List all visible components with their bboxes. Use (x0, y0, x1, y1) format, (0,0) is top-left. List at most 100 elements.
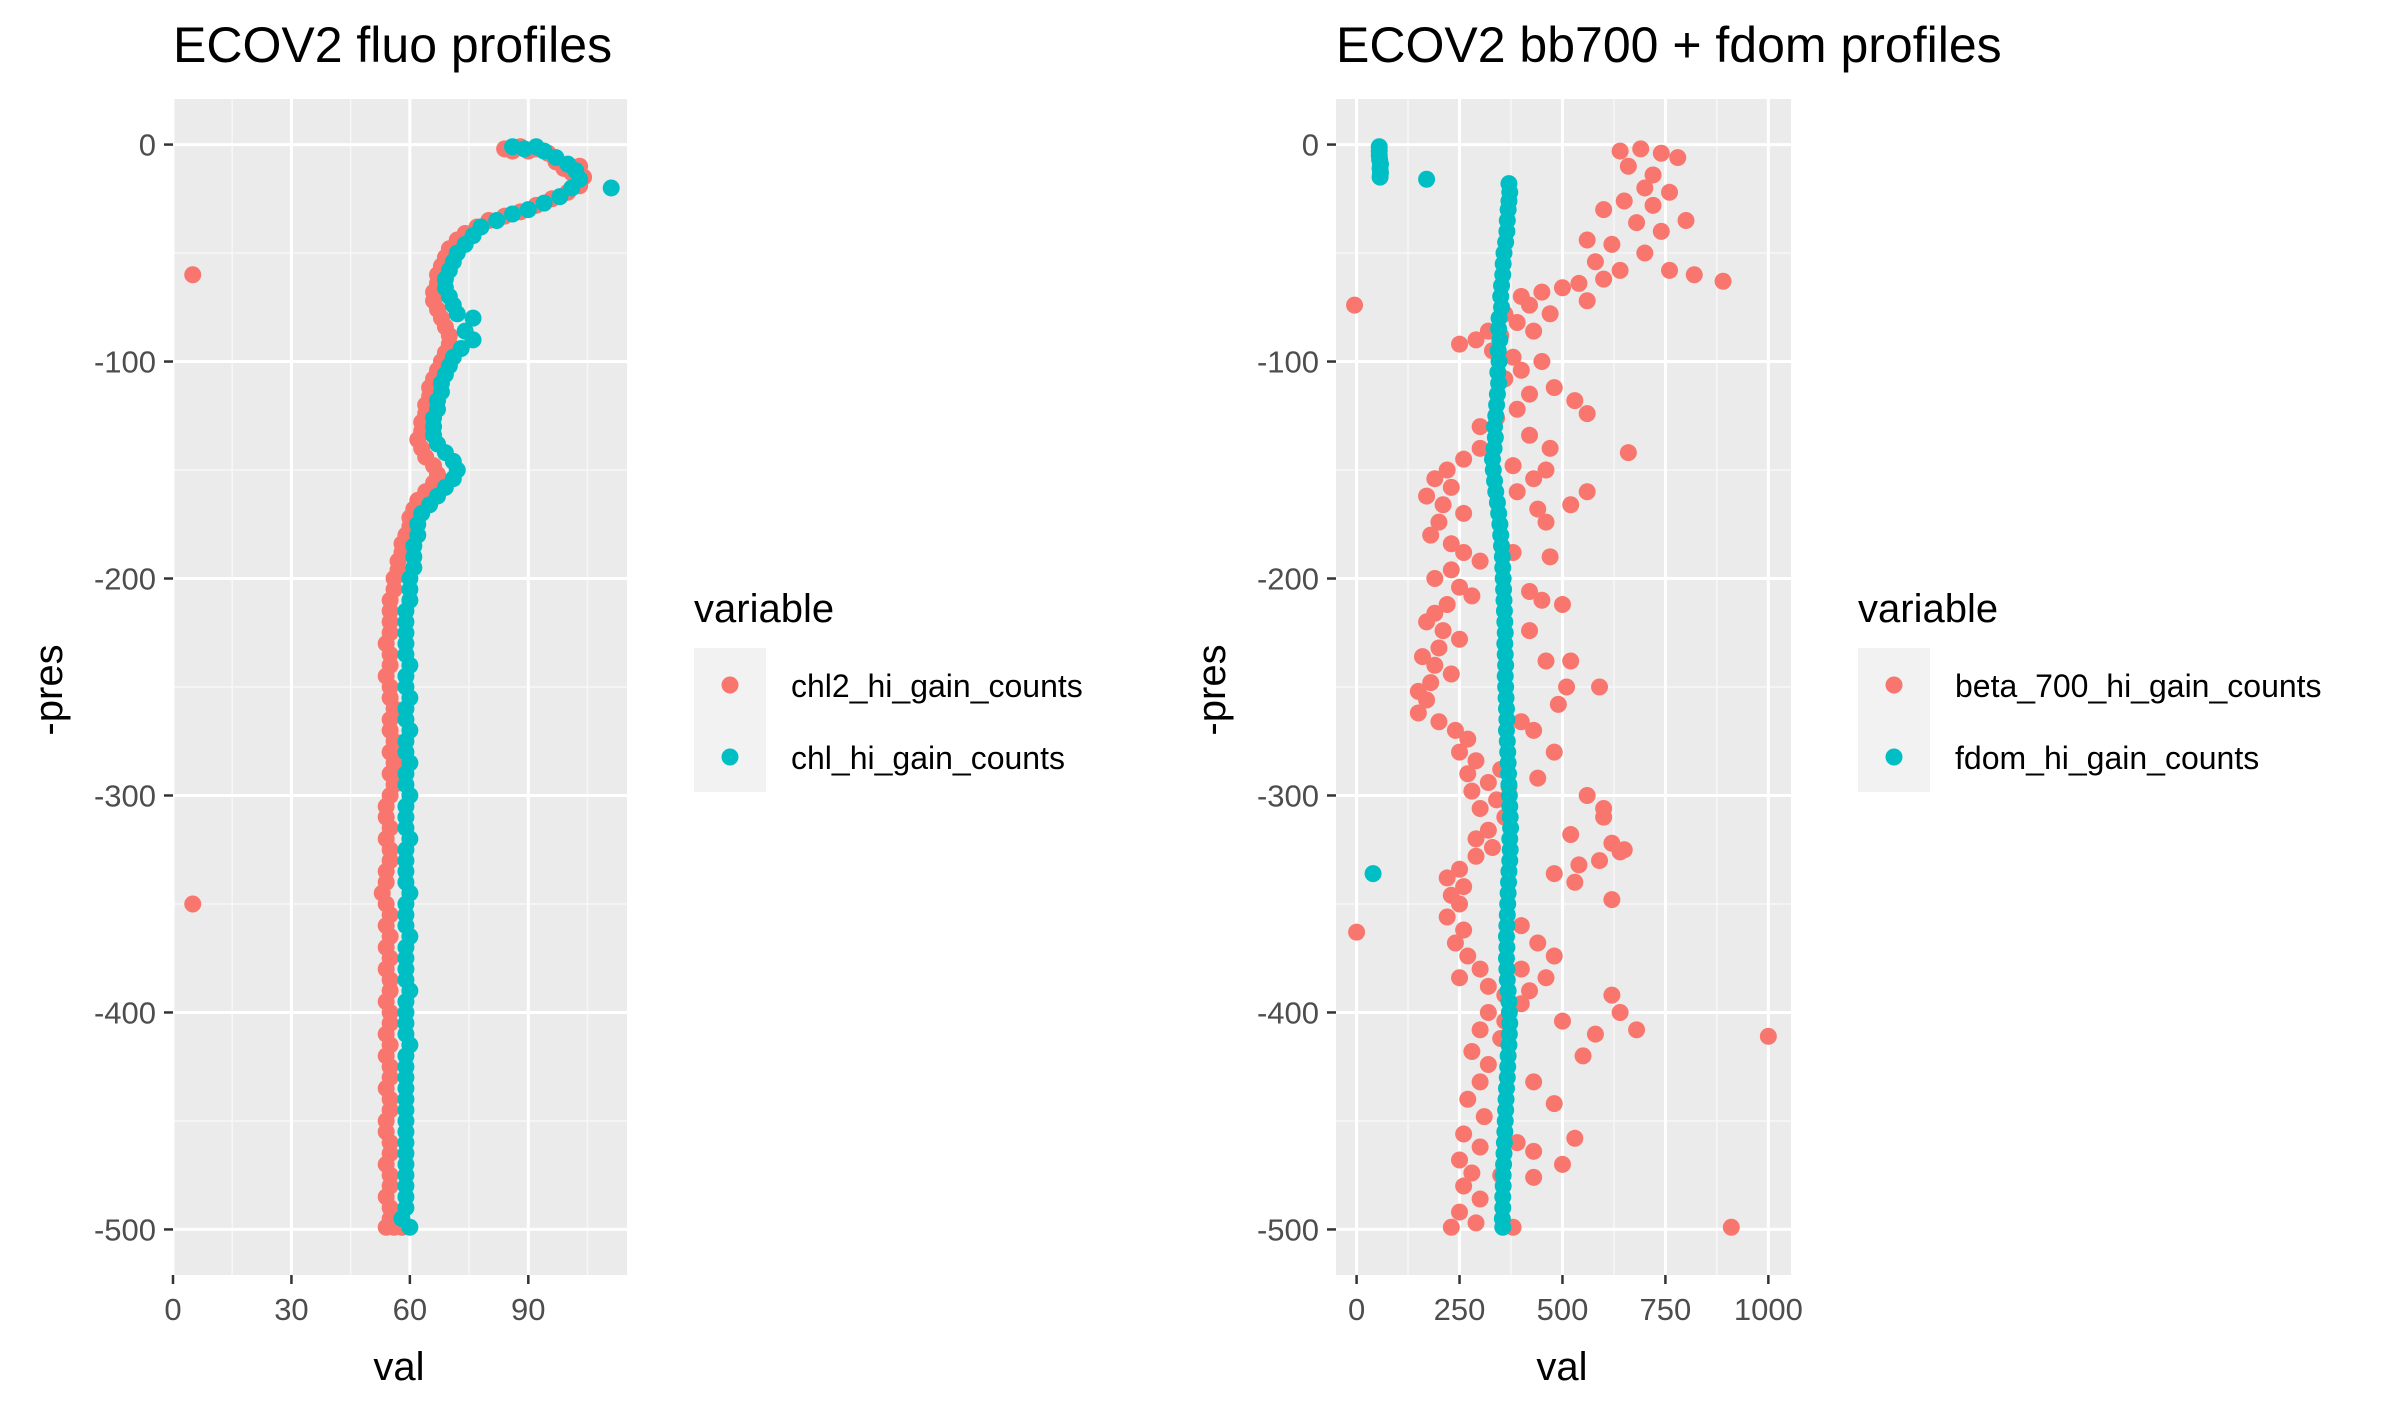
data-point (1541, 548, 1559, 566)
panel-bb700-fdom: ECOV2 bb700 + fdom profiles val -pres 0 2… (1190, 17, 2322, 1389)
data-point (1652, 144, 1670, 162)
data-point (1545, 947, 1563, 965)
x-tick-label: 0 (1348, 1292, 1365, 1327)
data-point (1371, 168, 1389, 186)
data-point (1430, 513, 1448, 531)
data-point (1525, 1073, 1543, 1091)
data-point (1451, 335, 1469, 353)
data-point (1455, 1125, 1473, 1143)
data-point (184, 266, 202, 284)
data-point (1566, 1129, 1584, 1147)
y-tick-label: -200 (1257, 562, 1319, 597)
legend: variable beta_700_hi_gain_counts fdom_hi… (1858, 587, 2322, 792)
data-point (1533, 591, 1551, 609)
data-point (1471, 1138, 1489, 1156)
data-point (1451, 895, 1469, 913)
legend-key-chl (721, 748, 739, 766)
data-point (1451, 860, 1469, 878)
data-point (184, 895, 202, 913)
data-point (1438, 461, 1456, 479)
data-point (1537, 513, 1555, 531)
data-point (1463, 1164, 1481, 1182)
data-point (1722, 1218, 1740, 1236)
data-point (1512, 917, 1530, 935)
data-point (1525, 721, 1543, 739)
data-point (1685, 266, 1703, 284)
data-point (1562, 496, 1580, 514)
data-point (1525, 322, 1543, 340)
data-point (1603, 235, 1621, 253)
legend-key-background (1858, 648, 1930, 792)
data-point (1533, 283, 1551, 301)
data-point (1661, 183, 1679, 201)
data-point (1418, 170, 1436, 188)
legend: variable chl2_hi_gain_counts chl_hi_gain… (694, 587, 1083, 792)
y-tick-label: -300 (1257, 778, 1319, 813)
data-point (1553, 1155, 1571, 1173)
data-point (1422, 526, 1440, 544)
data-point (1537, 461, 1555, 479)
data-point (1541, 305, 1559, 323)
data-point (1508, 400, 1526, 418)
data-point (1521, 982, 1539, 1000)
data-point (1566, 873, 1584, 891)
data-point (1578, 292, 1596, 310)
data-point (1455, 450, 1473, 468)
data-point (1521, 622, 1539, 640)
data-point (1463, 782, 1481, 800)
x-tick-label: 250 (1434, 1292, 1486, 1327)
data-point (1442, 535, 1460, 553)
data-point (1545, 865, 1563, 883)
data-point (1455, 1177, 1473, 1195)
legend-label-beta700: beta_700_hi_gain_counts (1955, 668, 2322, 704)
data-point (1611, 261, 1629, 279)
data-point (1644, 166, 1662, 184)
data-point (1595, 800, 1613, 818)
legend-key-beta700 (1885, 676, 1903, 694)
data-point (1558, 678, 1576, 696)
data-point (1636, 244, 1654, 262)
data-point (1603, 986, 1621, 1004)
data-point (1525, 1168, 1543, 1186)
data-point (1467, 752, 1485, 770)
data-point (602, 179, 620, 197)
data-point (504, 205, 522, 223)
data-point (1615, 841, 1633, 859)
data-point (1426, 656, 1444, 674)
data-point (1467, 331, 1485, 349)
data-point (1615, 192, 1633, 210)
data-point (464, 309, 482, 327)
data-point (1512, 361, 1530, 379)
x-axis-title: val (1536, 1345, 1587, 1389)
legend-title: variable (694, 587, 834, 631)
data-point (1479, 1056, 1497, 1074)
y-tick-label: -100 (1257, 345, 1319, 380)
data-point (1586, 1025, 1604, 1043)
data-point (1346, 296, 1364, 314)
data-point (1591, 678, 1609, 696)
data-point (1512, 713, 1530, 731)
data-point (535, 194, 553, 212)
data-point (1644, 196, 1662, 214)
data-point (1553, 1012, 1571, 1030)
x-tick-label: 500 (1537, 1292, 1589, 1327)
x-tick-label: 30 (274, 1292, 308, 1327)
y-tick-label: -500 (94, 1212, 156, 1247)
data-point (1562, 652, 1580, 670)
y-tick-label: -100 (94, 345, 156, 380)
data-point (1553, 596, 1571, 614)
data-point (401, 1218, 419, 1236)
plot-area: 0 250 500 750 1000 0 -100 -200 -300 -400 -500 (1257, 99, 1803, 1327)
x-tick-label: 1000 (1734, 1292, 1803, 1327)
x-tick-label: 90 (511, 1292, 545, 1327)
data-point (1537, 969, 1555, 987)
data-point (1537, 652, 1555, 670)
x-tick-label: 750 (1640, 1292, 1692, 1327)
data-point (1545, 1095, 1563, 1113)
data-point (551, 188, 569, 206)
data-point (1471, 552, 1489, 570)
data-point (1471, 1190, 1489, 1208)
data-point (1578, 231, 1596, 249)
y-tick-label: -400 (94, 995, 156, 1030)
